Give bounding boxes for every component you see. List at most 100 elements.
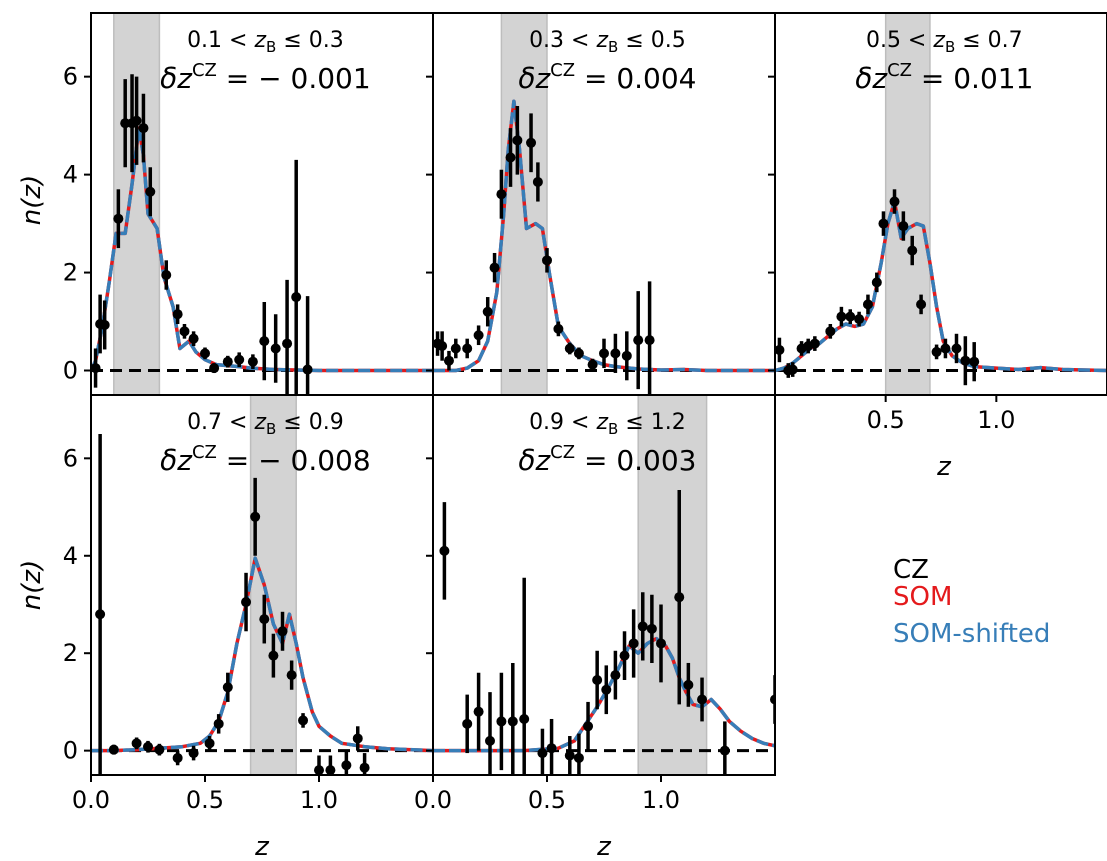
cz-point: [637, 621, 648, 632]
bin-var: z: [253, 28, 266, 53]
y-axis-labels: n(z) n(z): [17, 175, 47, 610]
bin-prefix: 0.3 <: [529, 28, 596, 53]
cz-point: [131, 115, 142, 126]
cz-point: [564, 343, 575, 354]
cz-point: [825, 326, 836, 337]
cz-point: [443, 355, 454, 366]
cz-point: [969, 356, 980, 367]
cz-point: [482, 306, 493, 317]
cz-point: [496, 189, 507, 200]
panel-plot-area: [433, 395, 775, 775]
y-tick-label: 0: [63, 357, 78, 385]
cz-point: [341, 760, 352, 771]
cz-point: [91, 363, 101, 374]
cz-point: [871, 277, 882, 288]
cz-point: [628, 638, 639, 649]
cz-point: [683, 679, 694, 690]
panel-5: 0.0 0.5 1.0 0.9 < zB ≤ 1.2 δzCZ = 0.003: [414, 394, 776, 814]
cz-point: [592, 675, 603, 685]
cz-point: [154, 744, 165, 755]
panel-1: 0 2 4 6 0.1 < zB ≤ 0.3 δzCZ = − 0.001: [63, 12, 434, 396]
bin-suffix: ≤ 0.7: [955, 28, 1022, 53]
x-axis-label-panel-3: z: [936, 452, 952, 482]
cz-point: [512, 135, 523, 146]
panel-plot-area: [91, 395, 433, 775]
legend: CZ SOM SOM-shifted: [893, 555, 1050, 649]
cz-point: [809, 338, 820, 349]
cz-point: [656, 638, 666, 649]
bin-annotation: 0.3 < zB ≤ 0.5: [529, 28, 686, 56]
panel-3: 0.5 1.0 0.5 < zB ≤ 0.7 δzCZ = 0.011: [768, 12, 1107, 434]
y-tick-label: 4: [63, 161, 78, 189]
bin-annotation: 0.1 < zB ≤ 0.3: [187, 28, 344, 56]
bin-sub: B: [266, 38, 276, 56]
bin-sub: B: [608, 38, 618, 56]
cz-point: [473, 330, 484, 341]
shift-var: δz: [855, 62, 888, 95]
shift-sup: CZ: [550, 442, 575, 463]
cz-point: [621, 350, 632, 361]
cz-point: [172, 309, 183, 320]
shift-sup: CZ: [550, 60, 575, 81]
bin-band: [113, 13, 161, 395]
shift-annotation: δzCZ = 0.011: [855, 60, 1033, 95]
cz-point: [960, 355, 971, 366]
y-tick-label: 2: [63, 259, 78, 287]
shift-var: δz: [518, 62, 551, 95]
cz-point: [862, 299, 873, 310]
cz-point: [282, 338, 293, 349]
cz-point: [270, 343, 281, 354]
cz-point: [131, 738, 142, 749]
bin-suffix: ≤ 1.2: [618, 410, 685, 435]
bin-suffix: ≤ 0.3: [276, 28, 343, 53]
bin-annotation: 0.7 < zB ≤ 0.9: [187, 410, 344, 438]
bin-var: z: [595, 28, 608, 53]
cz-point: [179, 326, 190, 337]
cz-point: [610, 348, 621, 359]
series-som-line: [433, 99, 775, 373]
cz-point: [507, 716, 518, 727]
cz-point: [286, 670, 297, 681]
cz-point: [845, 311, 856, 322]
panel-frame: [432, 394, 776, 776]
cz-point: [519, 713, 530, 724]
cz-point: [697, 694, 708, 705]
cz-point: [573, 752, 584, 763]
cz-point: [489, 262, 500, 273]
x-axis-labels: z z z: [254, 452, 952, 861]
cz-point: [314, 765, 324, 775]
cz-point: [505, 152, 516, 163]
cz-point: [113, 213, 124, 224]
cz-point: [200, 348, 210, 359]
shift-annotation: δzCZ = 0.004: [518, 60, 696, 95]
cz-point: [352, 733, 363, 744]
cz-point: [587, 359, 598, 370]
series-som-shifted-line: [775, 199, 1107, 373]
cz-point: [145, 186, 156, 197]
shift-annotation: δzCZ = 0.003: [518, 442, 696, 477]
cz-point: [601, 684, 612, 695]
cz-point: [437, 341, 448, 352]
shift-var: δz: [518, 444, 551, 477]
cz-point: [473, 706, 484, 717]
panel-plot-area: [775, 13, 1107, 395]
series-som-shifted-line: [91, 556, 433, 753]
panel-plot-area: [91, 13, 433, 395]
cz-point: [787, 364, 798, 375]
series-som-line: [775, 199, 1107, 373]
cz-point: [836, 311, 847, 322]
cz-point: [259, 614, 270, 625]
x-axis-label-panel-4: z: [254, 832, 270, 861]
shift-annotation: δzCZ = − 0.001: [160, 60, 371, 95]
cz-point: [916, 299, 927, 310]
panel-2: 0.3 < zB ≤ 0.5 δzCZ = 0.004: [426, 12, 776, 396]
cz-point: [898, 221, 909, 232]
cz-point: [241, 597, 252, 608]
y-tick-label: 2: [63, 639, 78, 667]
cz-point: [546, 743, 557, 754]
legend-entry-som: SOM: [893, 582, 952, 612]
cz-point: [573, 348, 584, 359]
cz-point: [770, 694, 775, 705]
shift-value: = − 0.008: [217, 444, 371, 477]
